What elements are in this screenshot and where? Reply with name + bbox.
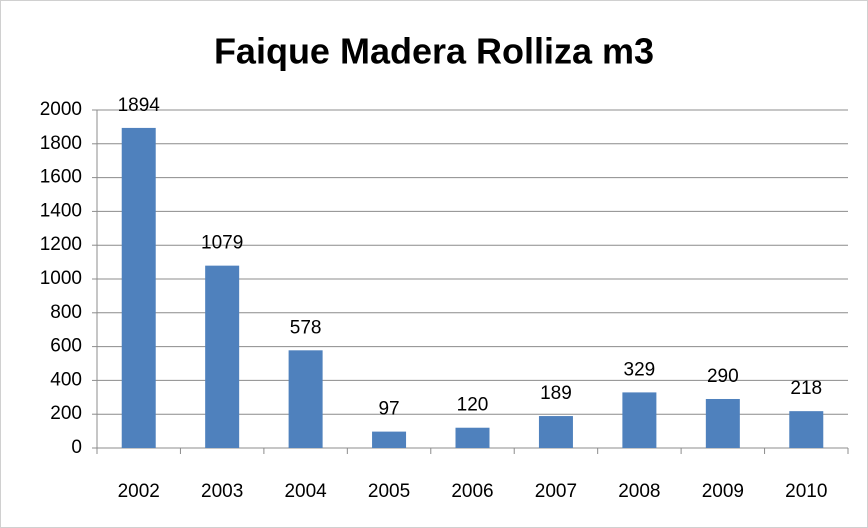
x-tick-label: 2006 xyxy=(451,481,493,502)
y-tick-label: 400 xyxy=(50,369,82,390)
x-tick-label: 2002 xyxy=(118,481,160,502)
data-label: 189 xyxy=(540,383,572,404)
x-tick-label: 2003 xyxy=(201,481,243,502)
x-tick-label: 2009 xyxy=(702,481,744,502)
chart-title: Faique Madera Rolliza m3 xyxy=(214,31,654,72)
y-tick-label: 2000 xyxy=(40,99,82,120)
data-label: 329 xyxy=(624,359,656,380)
data-label: 120 xyxy=(457,395,489,416)
y-tick-label: 1000 xyxy=(40,268,82,289)
bar xyxy=(288,350,323,448)
bar xyxy=(622,392,657,448)
data-label: 97 xyxy=(378,399,399,420)
x-tick-label: 2005 xyxy=(368,481,410,502)
y-tick-label: 600 xyxy=(50,336,82,357)
x-tick-label: 2004 xyxy=(284,481,327,502)
bar xyxy=(705,398,740,448)
y-tick-label: 800 xyxy=(50,302,82,323)
data-label: 578 xyxy=(290,317,322,338)
y-tick-label: 1400 xyxy=(40,200,82,221)
y-tick-label: 0 xyxy=(71,437,82,458)
bar xyxy=(372,431,407,448)
data-label: 218 xyxy=(790,378,822,399)
bar xyxy=(205,265,240,448)
x-tick-label: 2008 xyxy=(618,481,660,502)
bar xyxy=(121,127,156,448)
data-label: 290 xyxy=(707,366,739,387)
x-tick-label: 2010 xyxy=(785,481,827,502)
y-tick-label: 1600 xyxy=(40,167,82,188)
bar xyxy=(538,416,573,448)
bar xyxy=(455,427,490,448)
data-label: 1894 xyxy=(118,95,161,116)
bar xyxy=(789,411,824,448)
x-tick-label: 2007 xyxy=(535,481,577,502)
y-tick-label: 200 xyxy=(50,403,82,424)
y-tick-label: 1800 xyxy=(40,133,82,154)
y-tick-label: 1200 xyxy=(40,234,82,255)
data-label: 1079 xyxy=(201,233,243,254)
